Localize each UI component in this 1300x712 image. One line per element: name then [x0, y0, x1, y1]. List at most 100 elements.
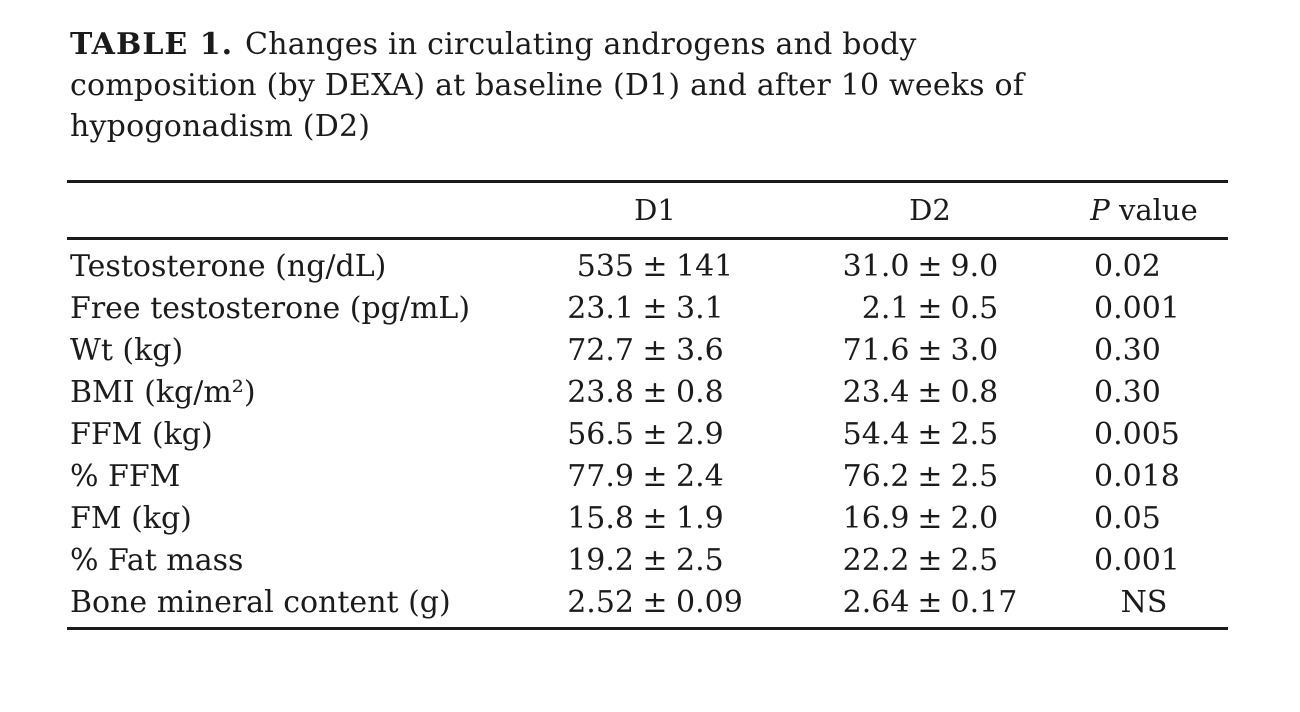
caption-line-1: TABLE 1. Changes in circulating androgens…: [70, 24, 1228, 65]
mean-value: 23.1: [567, 290, 634, 326]
row-label: % Fat mass: [70, 542, 244, 578]
d2-value: 22.2 ±2.5: [800, 543, 1060, 578]
header-empty: [67, 181, 510, 240]
p-value: 0.001: [1094, 542, 1180, 578]
p-value: NS: [1120, 584, 1168, 620]
mean-value: 535: [576, 248, 634, 284]
sd-value: 2.5: [676, 542, 724, 578]
row-label: FFM (kg): [70, 416, 213, 452]
row-label: Testosterone (ng/dL): [70, 248, 387, 284]
table-row: BMI (kg/m²) 23.8 ±0.8 23.4 ±0.8 0.30: [67, 371, 1228, 413]
table-caption: TABLE 1. Changes in circulating androgens…: [70, 24, 1228, 147]
plus-minus: ±: [642, 500, 668, 536]
d1-value: 15.8 ±1.9: [510, 501, 800, 536]
sd-value: 2.5: [950, 416, 999, 452]
row-label: FM (kg): [70, 500, 192, 536]
plus-minus: ±: [917, 290, 943, 326]
mean-value: 23.8: [567, 374, 634, 410]
table-row: Free testosterone (pg/mL) 23.1 ±3.1 2.1 ±0…: [67, 287, 1228, 329]
data-table: D1 D2 P value Testosterone (ng/dL) 535 ±1…: [67, 180, 1228, 630]
plus-minus: ±: [917, 500, 943, 536]
d2-value: 2.1 ±0.5: [800, 291, 1060, 326]
mean-value: 16.9: [842, 500, 910, 536]
header-row: D1 D2 P value: [67, 181, 1228, 240]
table-label: TABLE 1.: [70, 27, 234, 62]
p-value: 0.005: [1094, 416, 1180, 452]
d1-value: 535 ±141: [510, 249, 800, 284]
mean-value: 2.64: [842, 584, 910, 620]
sd-value: 2.5: [950, 458, 999, 494]
header-d2: D2: [800, 181, 1060, 240]
row-label: Wt (kg): [70, 332, 184, 368]
d2-value: 76.2 ±2.5: [800, 459, 1060, 494]
mean-value: 2.52: [567, 584, 634, 620]
d2-value: 16.9 ±2.0: [800, 501, 1060, 536]
mean-value: 56.5: [567, 416, 634, 452]
plus-minus: ±: [917, 248, 943, 284]
table-row: Testosterone (ng/dL) 535 ±141 31.0 ±9.0 0.…: [67, 239, 1228, 288]
mean-value: 71.6: [842, 332, 910, 368]
row-label: Bone mineral content (g): [70, 584, 451, 620]
header-d1: D1: [510, 181, 800, 240]
table-body: Testosterone (ng/dL) 535 ±141 31.0 ±9.0 0.…: [67, 239, 1228, 629]
plus-minus: ±: [917, 584, 943, 620]
sd-value: 141: [676, 248, 734, 284]
sd-value: 2.5: [950, 542, 999, 578]
plus-minus: ±: [642, 458, 668, 494]
header-p-value: P value: [1060, 181, 1228, 240]
p-value: 0.30: [1094, 374, 1161, 410]
d1-value: 23.8 ±0.8: [510, 375, 800, 410]
sd-value: 0.8: [950, 374, 999, 410]
d1-value: 77.9 ±2.4: [510, 459, 800, 494]
table-row: % FFM 77.9 ±2.4 76.2 ±2.5 0.018: [67, 455, 1228, 497]
mean-value: 31.0: [842, 248, 910, 284]
d2-value: 54.4 ±2.5: [800, 417, 1060, 452]
sd-value: 2.0: [950, 500, 999, 536]
d2-value: 71.6 ±3.0: [800, 333, 1060, 368]
table-row: % Fat mass 19.2 ±2.5 22.2 ±2.5 0.001: [67, 539, 1228, 581]
plus-minus: ±: [642, 248, 668, 284]
d1-value: 23.1 ±3.1: [510, 291, 800, 326]
sd-value: 3.6: [676, 332, 724, 368]
plus-minus: ±: [917, 416, 943, 452]
caption-line-2: composition (by DEXA) at baseline (D1) a…: [70, 68, 1025, 103]
header-p-italic: P: [1090, 193, 1110, 227]
sd-value: 2.9: [676, 416, 724, 452]
row-label: % FFM: [70, 458, 181, 494]
plus-minus: ±: [917, 332, 943, 368]
table-row: FM (kg) 15.8 ±1.9 16.9 ±2.0 0.05: [67, 497, 1228, 539]
d1-value: 72.7 ±3.6: [510, 333, 800, 368]
mean-value: 19.2: [567, 542, 634, 578]
sd-value: 2.4: [676, 458, 724, 494]
plus-minus: ±: [642, 374, 668, 410]
d2-value: 23.4 ±0.8: [800, 375, 1060, 410]
mean-value: 72.7: [567, 332, 634, 368]
plus-minus: ±: [917, 374, 943, 410]
table-row: Wt (kg) 72.7 ±3.6 71.6 ±3.0 0.30: [67, 329, 1228, 371]
d2-value: 31.0 ±9.0: [800, 249, 1060, 284]
mean-value: 54.4: [842, 416, 910, 452]
row-label: Free testosterone (pg/mL): [70, 290, 471, 326]
table-row: FFM (kg) 56.5 ±2.9 54.4 ±2.5 0.005: [67, 413, 1228, 455]
mean-value: 77.9: [567, 458, 634, 494]
mean-value: 76.2: [842, 458, 910, 494]
sd-value: 0.09: [676, 584, 743, 620]
sd-value: 0.17: [950, 584, 1018, 620]
plus-minus: ±: [642, 542, 668, 578]
table-header: D1 D2 P value: [67, 181, 1228, 240]
d1-value: 19.2 ±2.5: [510, 543, 800, 578]
sd-value: 0.8: [676, 374, 724, 410]
p-value: 0.02: [1094, 248, 1161, 284]
p-value: 0.05: [1094, 500, 1161, 536]
p-value: 0.30: [1094, 332, 1161, 368]
plus-minus: ±: [642, 416, 668, 452]
d1-value: 2.52 ±0.09: [510, 585, 800, 620]
plus-minus: ±: [642, 290, 668, 326]
mean-value: 2.1: [861, 290, 910, 326]
plus-minus: ±: [917, 542, 943, 578]
d2-value: 2.64 ±0.17: [800, 585, 1060, 620]
sd-value: 9.0: [950, 248, 999, 284]
header-p-rest: value: [1118, 193, 1198, 227]
caption-line-3: hypogonadism (D2): [70, 109, 371, 144]
plus-minus: ±: [917, 458, 943, 494]
